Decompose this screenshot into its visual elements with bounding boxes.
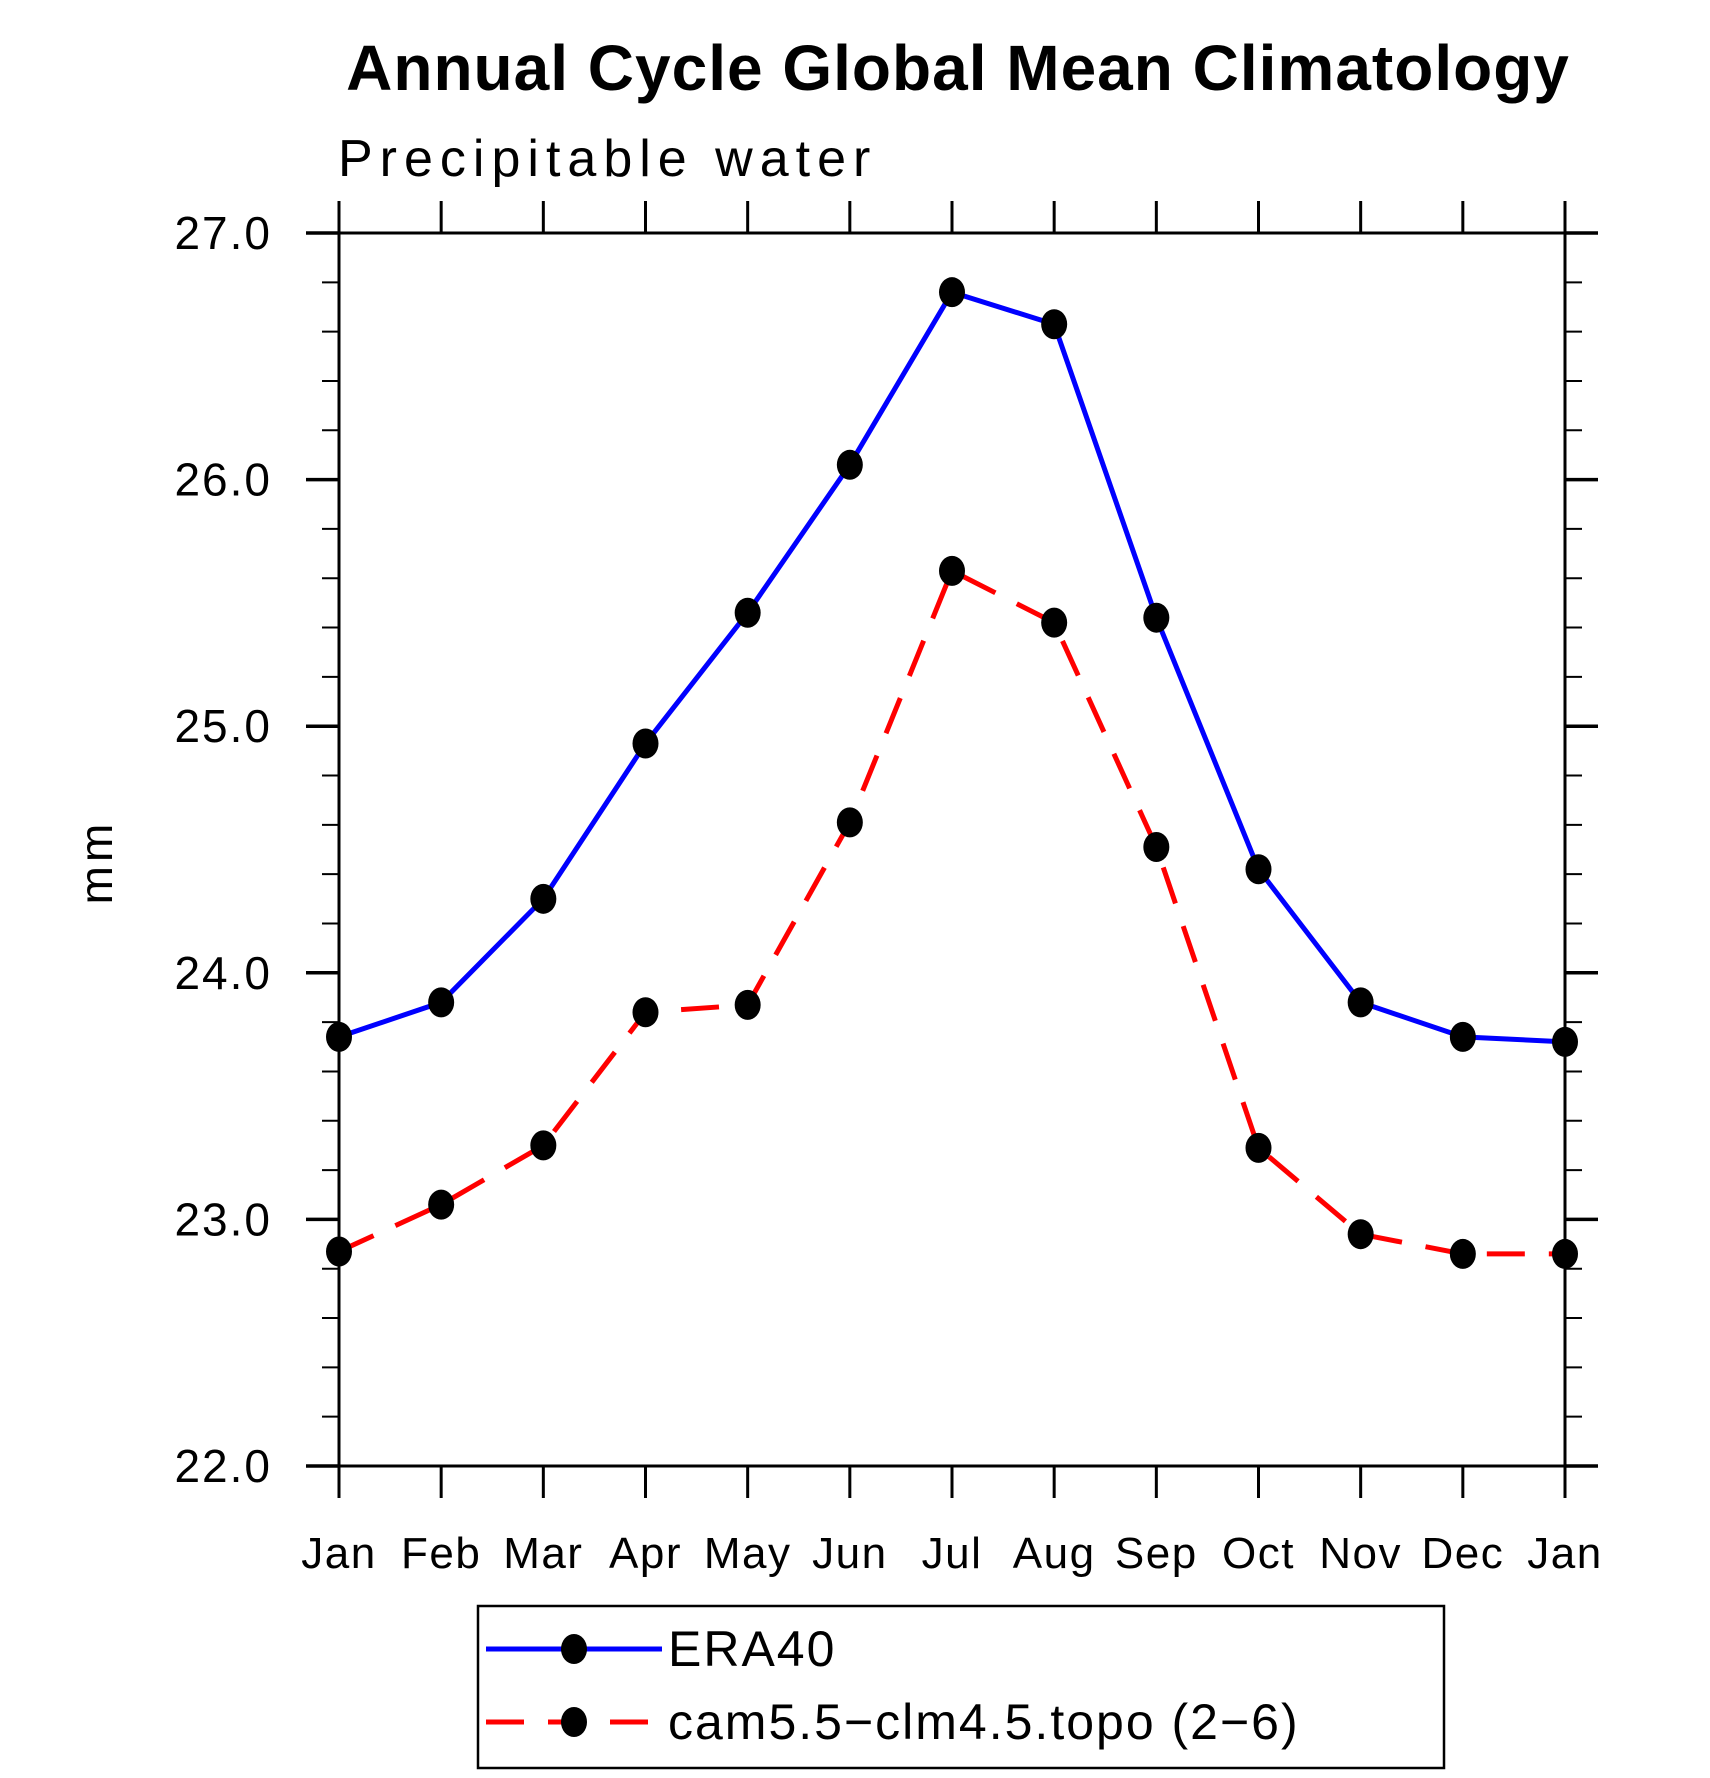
data-point-marker [1347,987,1374,1018]
x-tick-label: Feb [401,1529,481,1578]
y-tick-label: 22.0 [174,1440,272,1492]
y-tick-label: 25.0 [174,700,272,752]
data-point-marker [734,597,761,628]
legend-entry-cam: cam5.5−clm4.5.topo (2−6) [486,1694,1300,1750]
data-point-marker [632,997,659,1028]
x-tick-label: Aug [1013,1529,1096,1578]
chart-title: Annual Cycle Global Mean Climatology [346,32,1570,104]
data-point-marker [1552,1026,1578,1057]
data-point-marker [836,807,863,838]
legend-box: ERA40 cam5.5−clm4.5.topo (2−6) [476,1604,1446,1770]
data-point-marker [1245,854,1272,885]
series-line-0 [338,289,1566,1045]
data-point-marker [1143,832,1170,863]
data-point-marker [1449,1238,1476,1269]
data-point-marker [530,883,557,914]
y-tick-label: 27.0 [174,207,272,259]
y-tick-label: 26.0 [174,454,272,506]
data-point-marker [1449,1021,1476,1052]
data-point-marker [428,1189,455,1220]
x-tick-label: Apr [609,1529,682,1578]
x-tick-label: Jan [1527,1529,1602,1578]
x-tick-label: Oct [1222,1529,1295,1578]
legend-border [476,1604,1446,1770]
x-tick-label: Dec [1421,1529,1504,1578]
data-point-marker [734,989,761,1020]
data-point-marker [939,277,965,308]
legend-entry-era40: ERA40 [486,1621,836,1677]
x-tick-label: Nov [1319,1529,1402,1578]
data-point-marker [530,1130,557,1161]
data-point-marker [1552,1238,1578,1269]
y-tick-label: 23.0 [174,1193,272,1245]
x-tick-label: Mar [503,1529,583,1578]
series-layer [326,277,1578,1269]
data-point-marker [1143,602,1170,633]
x-tick-label: May [704,1529,792,1578]
data-point-marker [939,555,965,586]
x-tick-label: Jan [301,1529,376,1578]
x-tick-label: Jul [922,1529,983,1578]
legend-marker-icon [561,1707,587,1737]
data-point-marker [1041,607,1068,638]
y-tick-label: 24.0 [174,947,272,999]
plot-frame [337,231,1567,1468]
data-point-marker [428,987,455,1018]
chart-subtitle: Precipitable water [338,130,877,188]
data-point-marker [326,1236,352,1267]
legend-marker-icon [561,1634,587,1664]
data-point-marker [326,1021,352,1052]
data-point-marker [836,449,863,480]
legend-label-era40: ERA40 [668,1621,836,1677]
data-point-marker [1347,1219,1374,1250]
legend-label-cam: cam5.5−clm4.5.topo (2−6) [668,1694,1300,1750]
data-point-marker [632,728,659,759]
x-tick-label: Sep [1115,1529,1198,1578]
y-axis-label: mm [70,820,122,905]
x-tick-label: Jun [812,1529,887,1578]
series-line-1 [337,567,1565,1257]
data-point-marker [1041,309,1068,340]
data-point-marker [1245,1132,1272,1163]
axis-layer: 22.0 23.0 24.0 25.0 26.0 27.0 Jan Feb Mar Apr May J… [174,201,1602,1578]
